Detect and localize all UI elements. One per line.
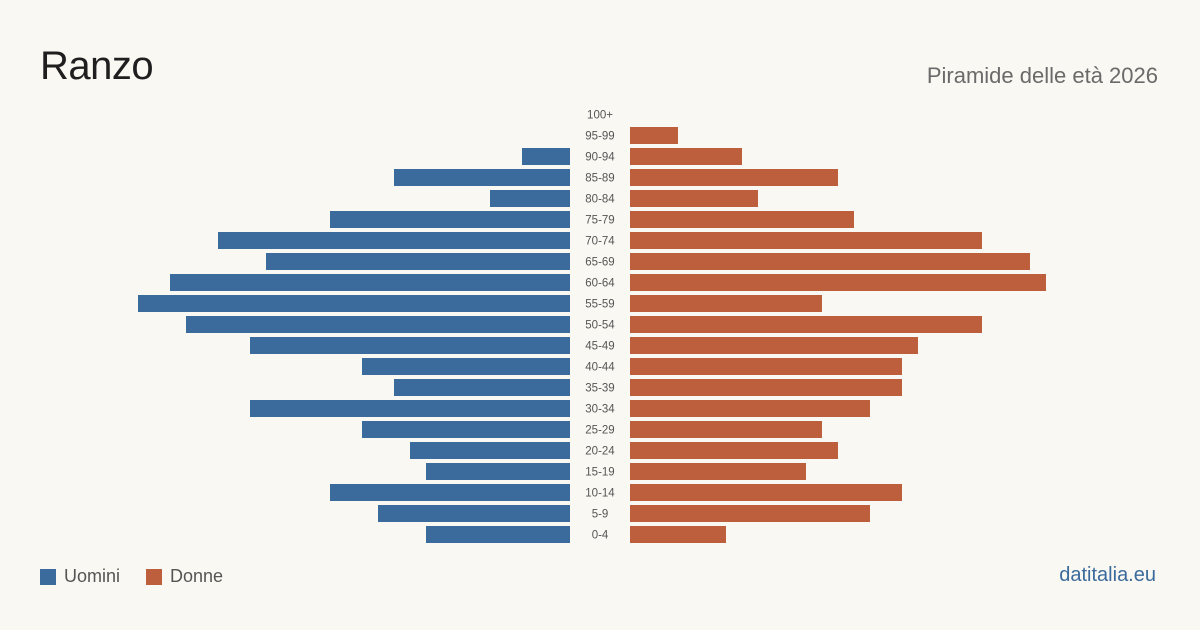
bar-women-70-74 (630, 232, 982, 249)
bar-women-15-19 (630, 463, 806, 480)
bar-women-30-34 (630, 400, 870, 417)
age-label-5-9: 5-9 (592, 509, 609, 521)
bar-women-95-99 (630, 127, 678, 144)
bar-women-5-9 (630, 505, 870, 522)
bar-men-75-79 (330, 211, 570, 228)
source-link[interactable]: datitalia.eu (1059, 564, 1156, 586)
age-label-30-34: 30-34 (585, 404, 615, 416)
chart-subtitle: Piramide delle età 2026 (926, 63, 1158, 88)
bar-men-65-69 (266, 253, 570, 270)
age-label-25-29: 25-29 (585, 425, 614, 437)
age-label-10-14: 10-14 (585, 488, 615, 500)
bar-men-25-29 (362, 421, 570, 438)
bar-men-55-59 (138, 295, 570, 312)
bar-men-45-49 (250, 337, 570, 354)
legend: Uomini Donne (40, 566, 249, 587)
legend-label-women: Donne (170, 566, 224, 586)
age-label-0-4: 0-4 (592, 530, 609, 542)
legend-swatch-men (40, 568, 56, 585)
legend-item-women: Donne (146, 566, 223, 587)
bar-women-80-84 (630, 190, 758, 207)
age-label-35-39: 35-39 (585, 383, 614, 395)
bar-women-50-54 (630, 316, 982, 333)
bar-women-90-94 (630, 148, 742, 165)
bar-women-10-14 (630, 484, 902, 501)
bar-women-45-49 (630, 337, 918, 354)
bar-women-20-24 (630, 442, 838, 459)
age-label-55-59: 55-59 (585, 299, 614, 311)
chart-title: Ranzo (40, 44, 154, 88)
bar-men-50-54 (186, 316, 570, 333)
age-label-50-54: 50-54 (585, 320, 615, 332)
bar-men-0-4 (426, 526, 570, 543)
age-label-75-79: 75-79 (585, 215, 614, 227)
bar-men-15-19 (426, 463, 570, 480)
age-label-15-19: 15-19 (585, 467, 614, 479)
bar-women-60-64 (630, 274, 1046, 291)
bar-women-35-39 (630, 379, 902, 396)
bar-men-30-34 (250, 400, 570, 417)
age-label-90-94: 90-94 (585, 152, 615, 164)
age-label-20-24: 20-24 (585, 446, 615, 458)
bar-men-40-44 (362, 358, 570, 375)
age-label-45-49: 45-49 (585, 341, 614, 353)
legend-label-men: Uomini (64, 566, 121, 586)
bar-men-35-39 (394, 379, 570, 396)
age-label-40-44: 40-44 (585, 362, 615, 374)
bar-women-40-44 (630, 358, 902, 375)
bar-men-60-64 (170, 274, 570, 291)
age-label-85-89: 85-89 (585, 173, 614, 185)
bar-men-85-89 (394, 169, 570, 186)
legend-swatch-women (146, 568, 163, 585)
bar-men-10-14 (330, 484, 570, 501)
bar-men-5-9 (378, 505, 570, 522)
age-label-100plus: 100+ (587, 110, 613, 122)
bar-women-55-59 (630, 295, 822, 312)
bar-women-65-69 (630, 253, 1030, 270)
age-label-60-64: 60-64 (585, 278, 615, 290)
bar-men-80-84 (490, 190, 570, 207)
age-label-95-99: 95-99 (585, 131, 614, 143)
legend-item-men: Uomini (40, 566, 120, 587)
bar-men-70-74 (218, 232, 570, 249)
bar-women-25-29 (630, 421, 822, 438)
age-label-65-69: 65-69 (585, 257, 614, 269)
age-label-80-84: 80-84 (585, 194, 615, 206)
age-label-70-74: 70-74 (585, 236, 615, 248)
bar-men-20-24 (410, 442, 570, 459)
bar-women-0-4 (630, 526, 726, 543)
bar-women-75-79 (630, 211, 854, 228)
bar-men-90-94 (522, 148, 570, 165)
bar-women-85-89 (630, 169, 838, 186)
